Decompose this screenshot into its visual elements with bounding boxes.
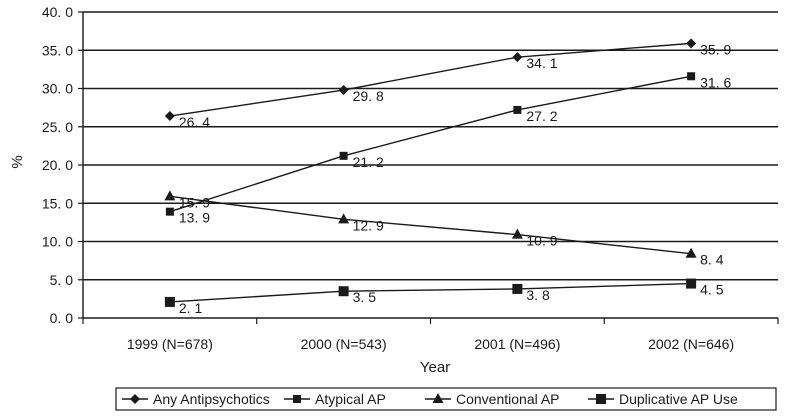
data-label: 15. 9 <box>179 194 210 210</box>
data-label: 31. 6 <box>700 74 731 90</box>
data-label: 3. 8 <box>526 287 550 303</box>
data-label: 21. 2 <box>353 154 384 170</box>
axes <box>78 11 779 324</box>
data-label: 26. 4 <box>179 114 210 130</box>
data-point <box>511 228 523 239</box>
data-point <box>338 286 349 297</box>
legend-label: Duplicative AP Use <box>619 391 738 407</box>
data-label: 34. 1 <box>526 55 557 71</box>
data-label: 13. 9 <box>179 210 210 226</box>
series-2 <box>165 72 696 216</box>
data-point <box>164 190 176 201</box>
data-point <box>165 207 174 216</box>
legend-entry: Any Antipsychotics <box>122 391 270 407</box>
y-tick-label: 10. 0 <box>42 234 73 250</box>
legend-label: Any Antipsychotics <box>153 391 270 407</box>
y-tick-label: 15. 0 <box>42 195 73 211</box>
series-lines <box>164 38 697 307</box>
legend-entry: Atypical AP <box>284 391 386 407</box>
data-point <box>164 296 175 307</box>
y-tick-label: 30. 0 <box>42 81 73 97</box>
series-line <box>169 282 692 303</box>
legend-marker <box>130 394 140 404</box>
x-tick-label: 2001 (N=496) <box>474 336 560 352</box>
legend: Any Antipsychotics Atypical AP Conventiona… <box>115 387 777 411</box>
data-label: 3. 5 <box>353 289 377 305</box>
data-point <box>512 52 523 63</box>
legend-marker <box>293 395 301 403</box>
data-point <box>164 111 175 122</box>
x-tick-label: 2000 (N=543) <box>301 336 387 352</box>
legend-entry: Conventional AP <box>425 391 560 407</box>
y-tick-label: 5. 0 <box>50 272 74 288</box>
series-line <box>169 42 692 117</box>
data-point <box>512 283 523 294</box>
y-tick-label: 0. 0 <box>50 310 74 326</box>
data-label: 27. 2 <box>526 108 557 124</box>
legend-marker <box>432 393 444 403</box>
legend-marker <box>596 394 606 404</box>
data-point <box>685 247 697 258</box>
data-label: 8. 4 <box>700 252 724 268</box>
x-tick-label: 2002 (N=646) <box>648 336 734 352</box>
series-line <box>169 75 692 213</box>
series-4 <box>164 278 697 307</box>
data-point <box>338 213 350 224</box>
data-label: 4. 5 <box>700 282 724 298</box>
data-label: 35. 9 <box>700 41 731 57</box>
data-point <box>686 278 697 289</box>
data-labels: 26. 4 29. 8 34. 1 35. 9 13. 9 21. 2 27. 2 31. 6… <box>179 41 732 316</box>
x-tick-label: 1999 (N=678) <box>127 336 213 352</box>
data-label: 10. 9 <box>526 233 557 249</box>
data-point <box>686 38 697 49</box>
data-label: 12. 9 <box>353 217 384 233</box>
y-tick-labels: 0. 0 5. 0 10. 0 15. 0 20. 0 25. 0 30. 0 35. 0 40… <box>42 4 73 326</box>
y-axis-title: % <box>9 155 26 168</box>
y-tick-label: 25. 0 <box>42 119 73 135</box>
y-tick-label: 40. 0 <box>42 4 73 20</box>
data-point <box>339 151 348 160</box>
data-label: 2. 1 <box>179 300 203 316</box>
data-point <box>513 105 522 114</box>
y-tick-label: 20. 0 <box>42 157 73 173</box>
data-point <box>687 72 696 81</box>
data-point <box>338 85 349 96</box>
data-label: 29. 8 <box>353 88 384 104</box>
series-3 <box>164 190 697 258</box>
y-tick-label: 35. 0 <box>42 42 73 58</box>
legend-entry: Duplicative AP Use <box>588 391 738 407</box>
series-line <box>169 195 692 255</box>
legend-label: Conventional AP <box>456 391 560 407</box>
x-tick-labels: 1999 (N=678) 2000 (N=543) 2001 (N=496) 2002… <box>127 336 734 352</box>
gridlines <box>83 11 778 281</box>
legend-label: Atypical AP <box>315 391 386 407</box>
series-1 <box>164 38 697 122</box>
x-axis-title: Year <box>420 359 450 376</box>
